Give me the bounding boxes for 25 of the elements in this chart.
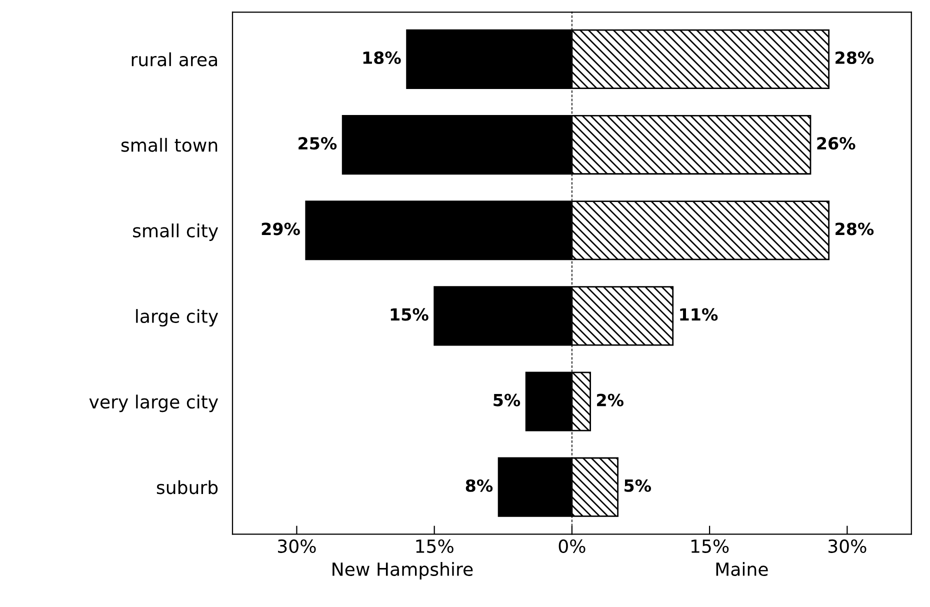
y-tick-label: suburb <box>156 480 218 494</box>
x-tick-label: 15% <box>691 539 729 553</box>
x-tick-label: 0% <box>558 539 586 553</box>
data-label: 28% <box>836 51 874 64</box>
data-label: 11% <box>680 308 718 321</box>
data-label: 8% <box>466 479 493 492</box>
data-label: 25% <box>298 137 337 150</box>
y-tick-label: very large city <box>89 394 218 412</box>
x-tick-label: 15% <box>416 539 454 553</box>
y-tick-label: large city <box>136 309 218 327</box>
x-axis-title: New Hampshire <box>332 562 473 580</box>
y-tick-label: small town <box>121 138 218 152</box>
y-tick-label: small city <box>133 224 218 241</box>
data-label: 15% <box>390 308 428 321</box>
data-label: 5% <box>624 479 652 492</box>
data-label: 2% <box>597 394 624 406</box>
x-axis-title: Maine <box>716 562 768 576</box>
data-label: 18% <box>363 51 401 64</box>
x-tick-label: 30% <box>828 539 866 553</box>
y-tick-label: rural area <box>132 52 217 66</box>
data-label: 28% <box>836 222 874 236</box>
x-tick-label: 30% <box>278 539 316 553</box>
data-label: 26% <box>817 137 856 150</box>
data-label: 29% <box>262 222 300 236</box>
data-label: 5% <box>494 394 520 406</box>
